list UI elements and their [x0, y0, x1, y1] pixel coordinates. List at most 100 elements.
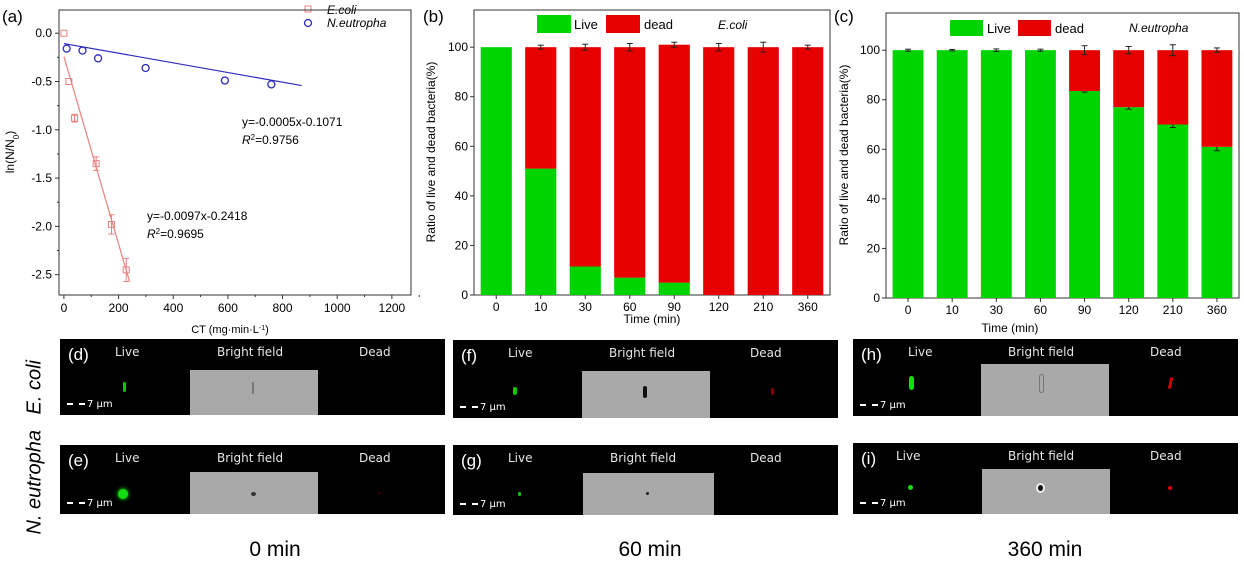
live-channel-label: Live: [508, 346, 533, 360]
a-xlabel-sup: -1: [259, 325, 265, 332]
a-x-axis-title: CT (mg·min·L-1): [191, 324, 269, 336]
c-annotation-species: N.eutropha: [1129, 21, 1189, 35]
b-bar-dead: [747, 47, 779, 295]
scale-bar: 7 μm: [67, 399, 113, 410]
a-y-tick-label: 0.0: [35, 26, 52, 40]
c-x-tick-label: 210: [1163, 303, 1183, 317]
live-channel-label: Live: [115, 345, 140, 359]
legend-marker-neutropha: [303, 18, 313, 28]
bacterium-live: [513, 387, 517, 395]
c-y-tick-label: 100: [860, 43, 880, 57]
bacterium-bright: [251, 492, 256, 496]
r2-symbol: R: [242, 133, 251, 147]
c-bar-live: [936, 50, 968, 298]
row-label-ecoli: E. coli: [23, 360, 46, 415]
scale-bar: 7 μm: [860, 498, 906, 509]
b-annotation-species: E.coli: [718, 18, 748, 32]
fit-line-neutropha: [63, 42, 302, 87]
bacterium-bright: [643, 386, 647, 398]
micrograph-h: (h) Live Bright field Dead 7 μm: [853, 339, 1238, 416]
b-bar-live: [614, 277, 646, 295]
b-x-axis-title: Time (min): [624, 312, 681, 326]
panel-label-i: (i): [861, 449, 877, 468]
a-y-tick-label: -1.5: [31, 171, 52, 185]
dead-channel-label: Dead: [1150, 449, 1182, 463]
data-point-neutropha: [78, 46, 87, 55]
live-channel-label: Live: [908, 345, 933, 359]
fit-equation-neutropha: y=-0.0005x-0.1071: [242, 115, 343, 129]
micrograph-g: (g) Live Bright field Dead 7 μm: [453, 445, 838, 515]
a-y-tick-label: -2.5: [31, 268, 52, 282]
b-y-tick-label: 80: [455, 90, 469, 104]
a-x-tick-label: 200: [109, 301, 129, 315]
b-bar-dead: [525, 47, 557, 169]
b-legend-label-live: Live: [574, 17, 598, 32]
c-y-tick-label: 0: [873, 291, 880, 305]
data-point-ecoli: [122, 266, 130, 274]
c-bar-live: [1069, 91, 1101, 298]
bacterium-bright: [252, 382, 254, 394]
bright-field-image: [981, 364, 1109, 416]
a-xlabel-end: ): [265, 324, 269, 336]
bacterium-live: [518, 492, 521, 496]
b-plot-frame: [473, 9, 831, 296]
bacterium-live: [909, 376, 914, 390]
b-bar-dead: [614, 47, 646, 278]
bright-field-label: Bright field: [610, 451, 677, 465]
b-y-tick-label: 60: [455, 139, 469, 153]
panel-label-b: (b): [423, 7, 444, 26]
a-x-tick-label: 600: [218, 301, 238, 315]
c-x-tick-label: 120: [1119, 303, 1139, 317]
b-bar-dead: [703, 47, 735, 295]
c-bar-live: [1201, 146, 1233, 298]
bacterium-dead: [378, 492, 381, 495]
b-bar-live: [480, 47, 512, 295]
panel-label-e: (e): [68, 451, 89, 470]
b-y-tick-label: 0: [461, 288, 468, 302]
fit-line-ecoli: [63, 56, 131, 282]
scale-label: 7 μm: [480, 402, 506, 413]
r2-value: =0.9695: [160, 227, 204, 241]
a-x-tick-label: 1000: [324, 301, 351, 315]
a-y-tick-label: -0.5: [31, 74, 52, 88]
panel-label-h: (h): [861, 345, 882, 364]
a-plot-frame: [58, 9, 412, 296]
b-x-tick-label: 90: [668, 300, 682, 314]
legend-marker-ecoli: [304, 5, 312, 13]
scale-bar: 7 μm: [460, 499, 506, 510]
c-x-tick-label: 60: [1034, 303, 1048, 317]
a-x-tick-label: 800: [273, 301, 293, 315]
b-x-tick-label: 10: [534, 300, 548, 314]
panel-label-c: (c): [834, 7, 854, 26]
column-label-360min: 360 min: [1007, 538, 1083, 561]
scale-bar: 7 μm: [67, 498, 113, 509]
b-x-tick-label: 360: [798, 300, 818, 314]
data-point-neutropha: [141, 63, 150, 73]
b-bar-dead: [569, 47, 601, 267]
b-bar-dead: [658, 44, 690, 283]
c-legend-swatch-live: [950, 20, 983, 36]
a-y-tick-label: -2.0: [31, 219, 52, 233]
fit-r2-neutropha: R2=0.9756: [242, 133, 299, 148]
column-label-0min: 0 min: [249, 538, 301, 561]
live-channel-label: Live: [896, 449, 921, 463]
c-bar-live: [892, 50, 924, 298]
c-bar-dead: [1113, 50, 1145, 108]
a-y-axis-title: ln(N/N0): [3, 131, 21, 173]
bright-field-image: [583, 473, 714, 515]
c-bar-live: [1024, 50, 1056, 298]
c-y-tick-label: 40: [867, 192, 881, 206]
dead-channel-label: Dead: [750, 451, 782, 465]
bacterium-bright: [1039, 374, 1044, 393]
r2-exp: 2: [251, 133, 256, 142]
scale-label: 7 μm: [880, 400, 906, 411]
c-x-tick-label: 10: [946, 303, 960, 317]
b-x-tick-label: 120: [709, 300, 729, 314]
bright-field-image: [190, 472, 318, 514]
fit-equation-ecoli: y=-0.0097x-0.2418: [147, 209, 248, 223]
c-x-tick-label: 0: [905, 303, 912, 317]
c-y-tick-label: 20: [867, 241, 881, 255]
micrograph-d: (d) Live Bright field Dead 7 μm: [60, 339, 445, 415]
b-bar-live: [658, 282, 690, 295]
